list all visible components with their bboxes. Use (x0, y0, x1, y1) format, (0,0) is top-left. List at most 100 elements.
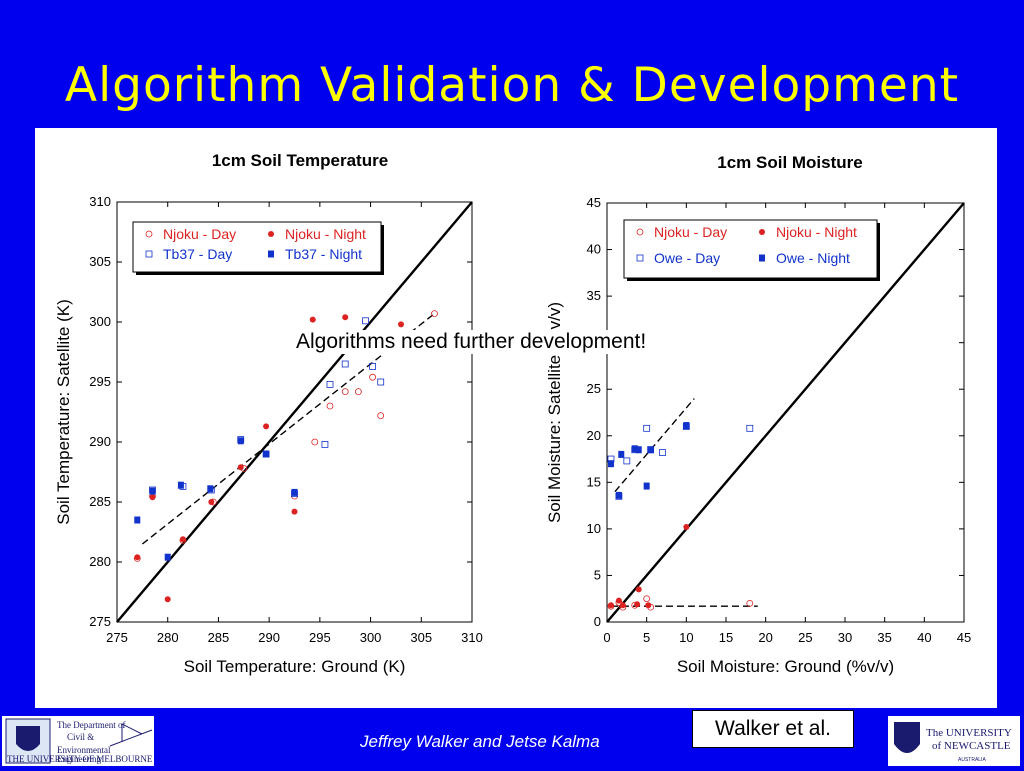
chart2-point-open-square (746, 424, 754, 432)
chart2-y-tick-label: 15 (587, 474, 601, 489)
slide-title: Algorithm Validation & Development (64, 58, 960, 113)
chart2-legend-marker (759, 254, 765, 262)
chart1-y-tick-label: 305 (89, 254, 111, 269)
dept-line: The Department of (57, 720, 125, 730)
chart2-point-open-square (643, 424, 651, 432)
chart1-point-open-circle (311, 438, 319, 446)
chart2-x-tick-label: 45 (957, 630, 971, 645)
chart1-point-filled-square (263, 450, 270, 458)
chart2-trend-line (614, 398, 695, 493)
chart2-legend-label: Njoku - Night (776, 224, 857, 240)
chart2-point-open-circle (746, 599, 754, 607)
environmental-text: Environmental (57, 745, 111, 755)
footer-authors: Jeffrey Walker and Jetse Kalma (360, 732, 600, 751)
chart1-point-filled-square (177, 481, 184, 489)
chart1-point-open-circle (377, 412, 385, 420)
chart2-x-axis-label: Soil Moisture: Ground (%v/v) (677, 657, 894, 676)
chart2-x-tick-label: 30 (838, 630, 852, 645)
chart1-point-filled-square (207, 485, 214, 493)
chart2-point-filled-circle (645, 602, 652, 609)
chart1-x-tick-label: 305 (410, 630, 432, 645)
chart1-x-tick-label: 295 (309, 630, 331, 645)
chart2-point-filled-square (607, 460, 614, 468)
chart2-point-filled-circle (619, 602, 626, 609)
chart2-y-tick-label: 10 (587, 521, 601, 536)
chart1-point-filled-circle (134, 554, 141, 561)
chart2-legend-label: Owe - Night (776, 250, 850, 266)
chart1-x-tick-label: 275 (106, 630, 128, 645)
chart2-point-filled-circle (615, 597, 622, 604)
chart1-plot-frame (116, 201, 473, 623)
chart1-y-tick-label: 290 (89, 434, 111, 449)
chart2-y-tick-label: 20 (587, 428, 601, 443)
chart1-point-filled-circle (237, 464, 244, 471)
chart2-x-tick-label: 5 (643, 630, 650, 645)
chart1-point-open-circle (369, 373, 377, 381)
chart1-point-filled-circle (309, 316, 316, 323)
chart2-legend-marker (759, 229, 765, 235)
chart1-point-filled-square (134, 516, 141, 524)
chart1-legend-label: Njoku - Day (163, 226, 236, 242)
chart2-legend-label: Owe - Day (654, 250, 720, 266)
chart1-x-tick-label: 300 (360, 630, 382, 645)
chart1-legend-label: Tb37 - Day (163, 246, 232, 262)
newcastle-shield-icon (894, 722, 920, 753)
chart2-point-filled-square (643, 482, 650, 490)
chart1-y-tick-label: 300 (89, 314, 111, 329)
chart2-title: 1cm Soil Moisture (717, 153, 862, 172)
chart2-point-filled-square (631, 445, 638, 453)
chart1-point-open-circle (431, 310, 438, 318)
melbourne-seal-text: THE UNIVERSITY OF MELBOURNE (7, 754, 153, 764)
chart2-y-tick-label: 5 (594, 567, 601, 582)
chart2-y-tick-label: 40 (587, 242, 601, 257)
chart2-x-tick-label: 40 (917, 630, 931, 645)
chart1-legend-marker (268, 250, 274, 258)
chart1-point-open-circle (354, 388, 362, 396)
chart2-x-tick-label: 20 (758, 630, 772, 645)
chart2-point-open-square (659, 449, 666, 456)
chart2-y-tick-label: 25 (587, 381, 601, 396)
chart2-point-filled-circle (634, 601, 641, 608)
chart2-x-tick-label: 10 (679, 630, 693, 645)
chart1-point-open-square (377, 378, 385, 386)
chart1-y-axis-label: Soil Temperature: Satellite (K) (54, 299, 73, 525)
newcastle-logo: The UNIVERSITY of NEWCASTLE AUSTRALIA (888, 716, 1020, 766)
bridge-icon (109, 723, 153, 747)
chart1-x-tick-label: 290 (258, 630, 280, 645)
chart1-x-tick-label: 280 (157, 630, 179, 645)
civil-text: Civil & (67, 732, 94, 742)
newcastle-line2: of NEWCASTLE (932, 740, 1011, 752)
chart1-legend-marker (145, 230, 153, 238)
chart1-point-filled-circle (208, 499, 215, 505)
chart2-point-filled-square (647, 446, 654, 454)
chart2-x-tick-label: 15 (719, 630, 733, 645)
chart1-point-filled-square (237, 437, 244, 445)
chart1-x-axis-label: Soil Temperature: Ground (K) (184, 657, 406, 676)
development-note: Algorithms need further development! (296, 330, 647, 354)
melbourne-shield-icon (16, 726, 40, 751)
chart2-point-filled-circle (635, 586, 642, 593)
chart2-legend-marker (636, 254, 644, 262)
chart1-point-filled-circle (149, 494, 156, 501)
chart1-point-open-square (369, 362, 377, 370)
chart2-point-filled-square (635, 446, 642, 454)
chart2-x-tick-label: 0 (603, 630, 610, 645)
chart2-x-tick-label: 35 (877, 630, 891, 645)
chart2-point-open-square (623, 457, 631, 465)
chart1-legend-marker (145, 250, 153, 258)
citation-box: Walker et al. (692, 710, 854, 748)
chart1-legend-marker (268, 231, 274, 237)
chart2-point-open-circle (643, 595, 651, 603)
chart2-legend-label: Njoku - Day (654, 224, 727, 240)
chart2-one-to-one-line (606, 202, 965, 623)
chart1-point-open-square (362, 317, 369, 325)
chart1-legend-box (132, 221, 382, 273)
chart1-one-to-one-line (116, 201, 473, 623)
civil-environmental-engineering-logo: THE UNIVERSITY OF MELBOURNE The Departme… (2, 716, 154, 766)
chart2-plot-frame (606, 202, 965, 623)
chart1-legend-label: Tb37 - Night (285, 246, 362, 262)
chart2-legend-box (623, 219, 878, 279)
chart1-point-filled-circle (164, 596, 171, 603)
chart1-point-filled-circle (398, 321, 404, 328)
